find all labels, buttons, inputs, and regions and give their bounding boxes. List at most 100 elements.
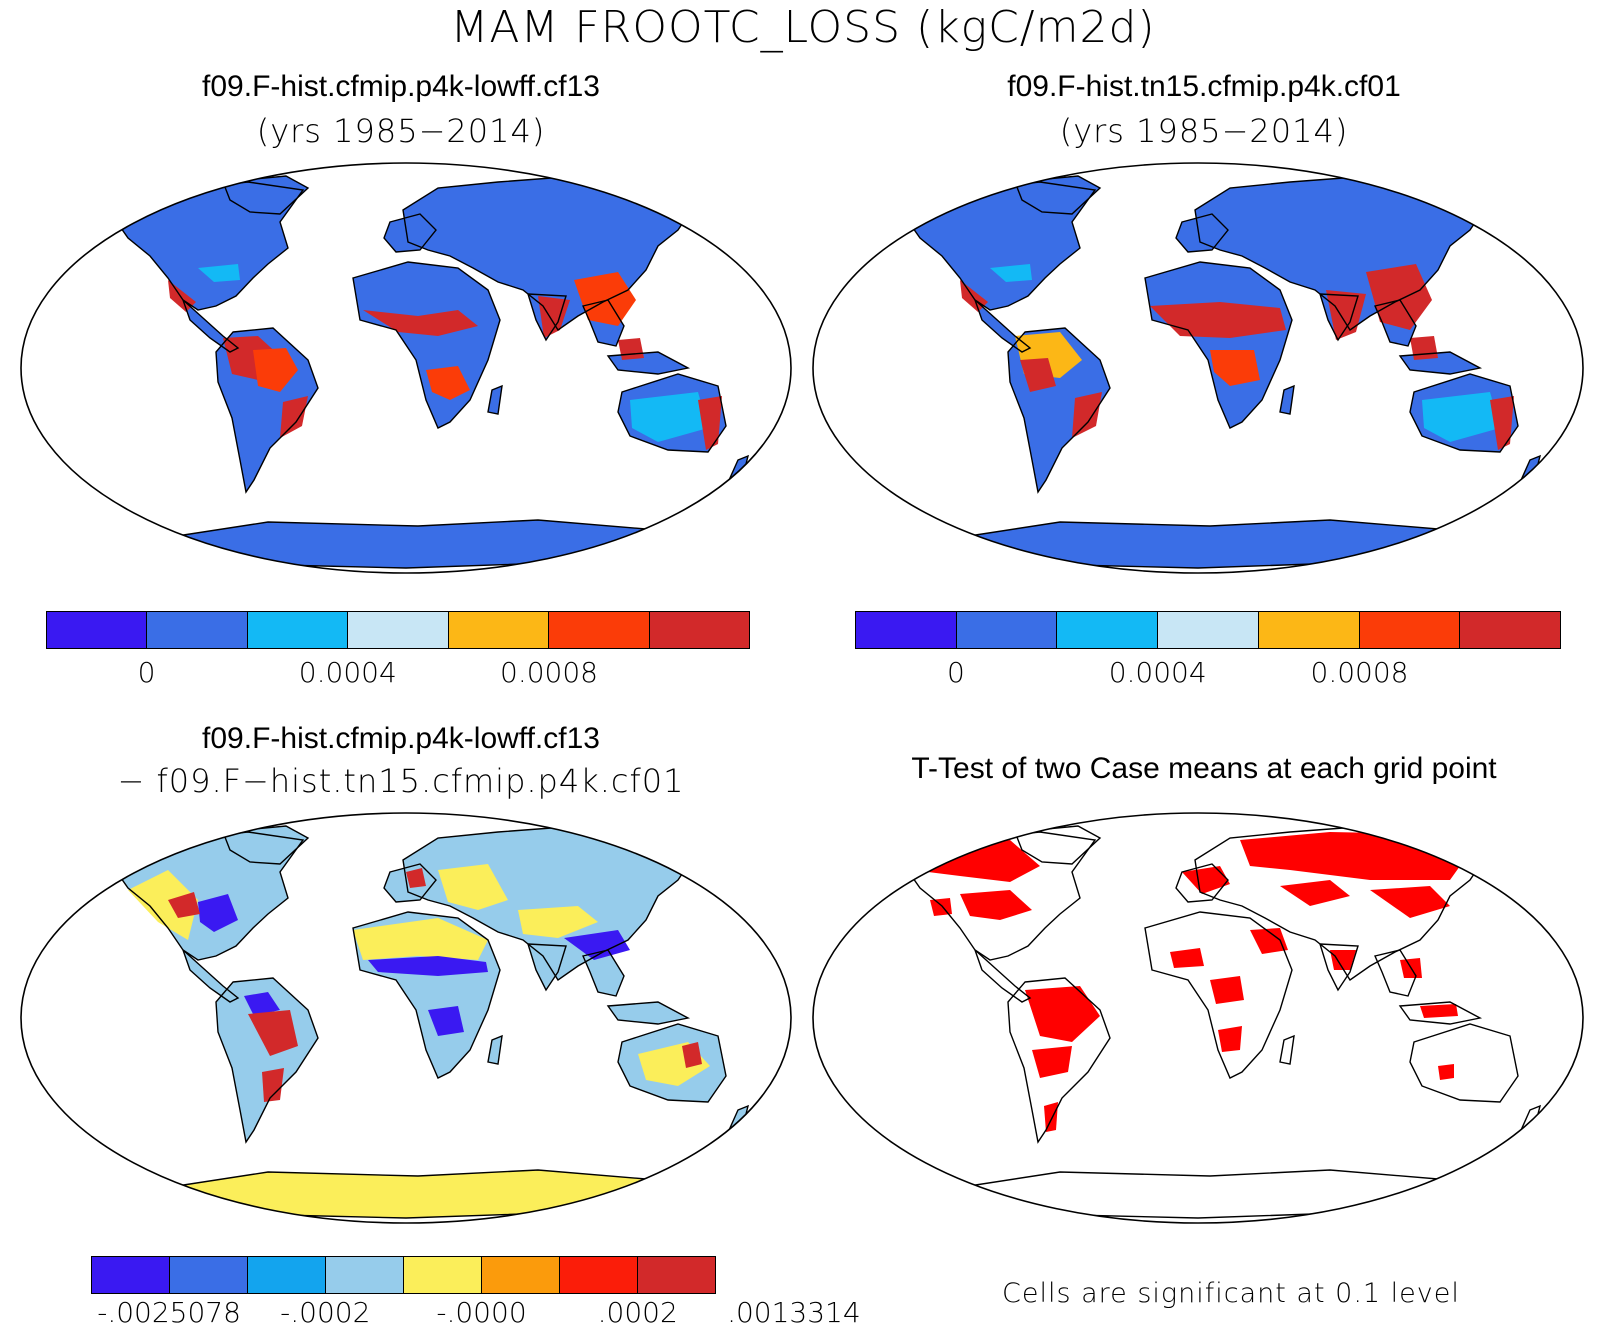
coastline-africa [1144, 911, 1293, 1079]
panel3-map [20, 812, 792, 1224]
significant-region [912, 840, 1040, 882]
data-region [262, 1068, 284, 1102]
landmass-seasia [583, 950, 624, 996]
data-region [353, 918, 488, 960]
data-region [426, 366, 470, 400]
data-region [438, 864, 508, 910]
significant-region [1044, 1102, 1058, 1132]
coastline-madagascar [1279, 1034, 1295, 1065]
coastline-camerica [974, 949, 1032, 1003]
coastline-greenland [1014, 825, 1102, 865]
landmass-africa [353, 262, 500, 428]
data-region [574, 272, 636, 326]
colorbar-swatch [649, 612, 749, 648]
colorbar-swatch [92, 1257, 170, 1293]
colorbar-tick-label: .0002 [597, 1296, 678, 1329]
significant-region [1032, 1046, 1072, 1078]
significant-region [1182, 866, 1230, 894]
data-region [244, 992, 280, 1016]
colorbar-swatch [147, 612, 248, 648]
data-region [1072, 392, 1102, 438]
coastline-indonesia [606, 1001, 691, 1025]
coastline-samerica [1007, 977, 1111, 1144]
coastline-namerica [112, 181, 305, 311]
colorbar-swatch [638, 1257, 715, 1293]
coastline-madagascar [487, 1034, 503, 1065]
data-region [1410, 336, 1438, 360]
map-border [812, 162, 1584, 574]
data-region [518, 906, 598, 938]
significant-region [1170, 948, 1204, 968]
significant-region [1330, 950, 1356, 970]
colorbar-tick-label: .0013314 [727, 1296, 861, 1329]
panel4-map [812, 812, 1584, 1224]
coastline-indonesia [1398, 1001, 1483, 1025]
significant-region [1025, 986, 1100, 1042]
data-region [1490, 396, 1514, 450]
panel4-title: T-Test of two Case means at each grid po… [911, 752, 1497, 785]
data-region [406, 868, 426, 888]
colorbar-tick-label: 0 [137, 656, 156, 689]
coastline-camerica [974, 299, 1032, 353]
panel2-colorbar [855, 611, 1561, 649]
data-region [990, 264, 1032, 282]
landmass-namerica [906, 182, 1095, 310]
colorbar-swatch [170, 1257, 248, 1293]
panel2-title: f09.F-hist.tn15.cfmip.p4k.cf01 [1007, 70, 1401, 103]
coastline-africa [352, 911, 501, 1079]
colorbar-swatch [348, 612, 449, 648]
colorbar-swatch [856, 612, 957, 648]
coastline-camerica [182, 949, 240, 1003]
significant-region [1210, 976, 1244, 1004]
coastline-europeW [383, 863, 437, 903]
panel1-title: f09.F-hist.cfmip.p4k-lowff.cf13 [202, 70, 600, 103]
colorbar-swatch [47, 612, 148, 648]
data-region [198, 264, 240, 282]
panel3-title: f09.F-hist.cfmip.p4k-lowff.cf13 [202, 722, 600, 755]
coastline-india [527, 293, 567, 342]
landmass-greenland [223, 826, 308, 864]
coastline-seasia [1374, 299, 1417, 347]
coastline-greenland [222, 825, 310, 865]
coastline-seasia [1374, 949, 1417, 997]
landmass-africa [1145, 262, 1292, 428]
panel1-map [20, 162, 792, 574]
coastline-samerica [215, 327, 319, 494]
colorbar-swatch [560, 1257, 638, 1293]
data-region [128, 870, 198, 940]
landmass-europeW [1176, 214, 1228, 252]
coastline-seasia [582, 949, 625, 997]
data-region [280, 396, 308, 438]
coastline-australia [1409, 373, 1519, 453]
panel1-subtitle: (yrs 1985−2014) [256, 112, 546, 150]
colorbar-tick-label: 0.0008 [500, 656, 598, 689]
colorbar-swatch [1158, 612, 1259, 648]
colorbar-swatch [1359, 612, 1461, 648]
data-region [363, 310, 478, 336]
colorbar-swatch [1258, 612, 1360, 648]
data-region [1366, 264, 1432, 330]
colorbar-swatch [1057, 612, 1159, 648]
data-region [538, 296, 570, 338]
significant-region [1218, 1026, 1242, 1052]
significant-region [1250, 928, 1288, 954]
significant-region [960, 890, 1032, 920]
data-region [630, 392, 708, 442]
data-region [618, 338, 644, 360]
data-region [253, 348, 298, 392]
colorbar-swatch [1460, 612, 1561, 648]
coastline-india [527, 943, 567, 992]
panel4-footnote: Cells are significant at 0.1 level [1002, 1278, 1460, 1309]
coastline-europeW [1175, 213, 1229, 253]
landmass-europeW [384, 214, 436, 252]
colorbar-tick-label: -.0025078 [97, 1296, 241, 1329]
coastline-camerica [182, 299, 240, 353]
colorbar-swatch [247, 612, 349, 648]
coastline-indonesia [1398, 351, 1483, 375]
map-border [20, 812, 792, 1224]
colorbar-tick-label: 0.0004 [298, 656, 397, 689]
data-region [1326, 290, 1366, 340]
landmass-greenland [1015, 176, 1100, 214]
coastline-namerica [904, 181, 1097, 311]
main-title: MAM FROOTC_LOSS (kgC/m2d) [450, 2, 1156, 53]
